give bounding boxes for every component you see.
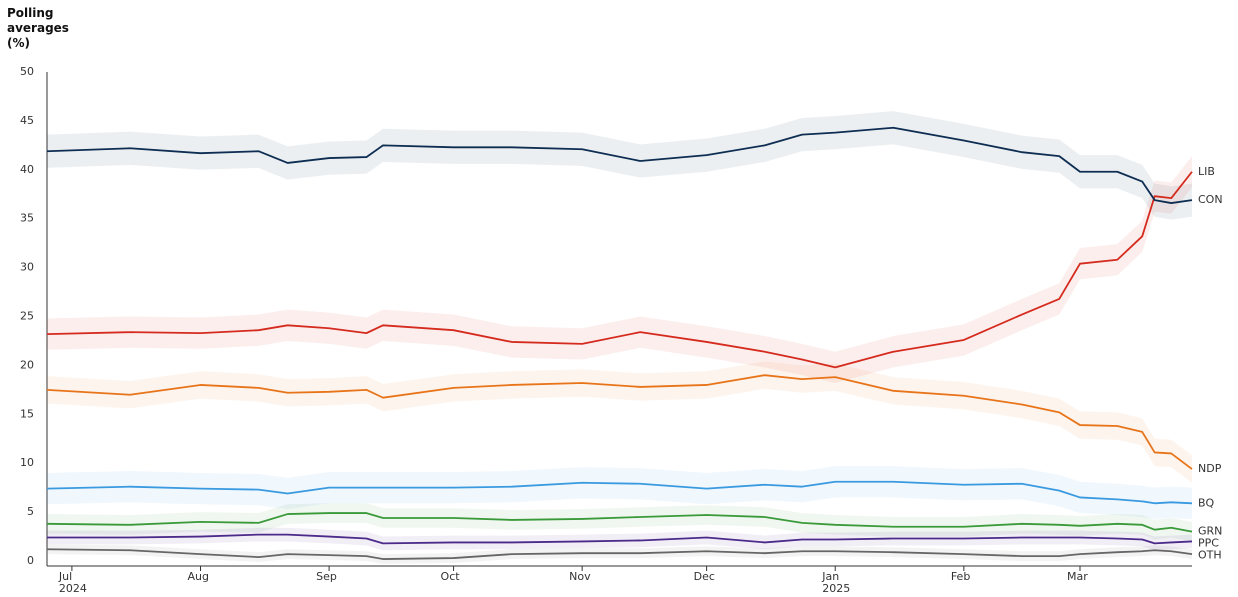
y-tick-label: 10 [20, 456, 34, 469]
x-tick-label: Oct [441, 570, 461, 583]
series-line [47, 533, 1193, 545]
series-line [46, 480, 1193, 505]
series-line [46, 512, 1193, 533]
x-tick-label: Dec [694, 570, 715, 583]
confidence-band [47, 527, 1192, 551]
x-tick-label: Sep [316, 570, 337, 583]
legend-label: LIB [1198, 165, 1215, 178]
x-tick-label: Mar [1067, 570, 1088, 583]
legend-label: PPC [1198, 537, 1219, 550]
confidence-band [47, 361, 1192, 483]
series-line [46, 548, 1193, 560]
y-tick-label: 15 [20, 407, 34, 420]
y-tick-label: 45 [20, 114, 34, 127]
legend-label: OTH [1198, 549, 1222, 562]
y-tick-label: 30 [20, 261, 34, 274]
legend-label: GRN [1198, 525, 1222, 538]
confidence-band [47, 156, 1192, 384]
series-line [46, 171, 1193, 369]
series-line [46, 374, 1193, 470]
x-tick-year: 2025 [822, 582, 850, 595]
confidence-band [47, 111, 1192, 220]
confidence-band [47, 544, 1192, 564]
y-tick-label: 40 [20, 163, 34, 176]
x-tick-label: Jul [58, 570, 72, 583]
y-tick-label: 20 [20, 358, 34, 371]
confidence-band [47, 466, 1192, 519]
legend-label: CON [1198, 193, 1223, 206]
x-tick-label: Feb [951, 570, 970, 583]
y-axis-title: Polling averages (%) [7, 6, 69, 50]
y-tick-label: 25 [20, 310, 34, 323]
y-tick-label: 50 [20, 65, 34, 78]
y-tick-label: 0 [27, 554, 34, 567]
x-tick-year: 2024 [59, 582, 87, 595]
y-tick-label: 5 [27, 505, 34, 518]
legend-label: NDP [1198, 462, 1222, 475]
x-tick-label: Aug [187, 570, 208, 583]
series-line [46, 126, 1193, 204]
x-tick-label: Jan [821, 570, 839, 583]
legend-label: BQ [1198, 496, 1215, 509]
x-tick-label: Nov [569, 570, 591, 583]
y-tick-label: 35 [20, 212, 34, 225]
